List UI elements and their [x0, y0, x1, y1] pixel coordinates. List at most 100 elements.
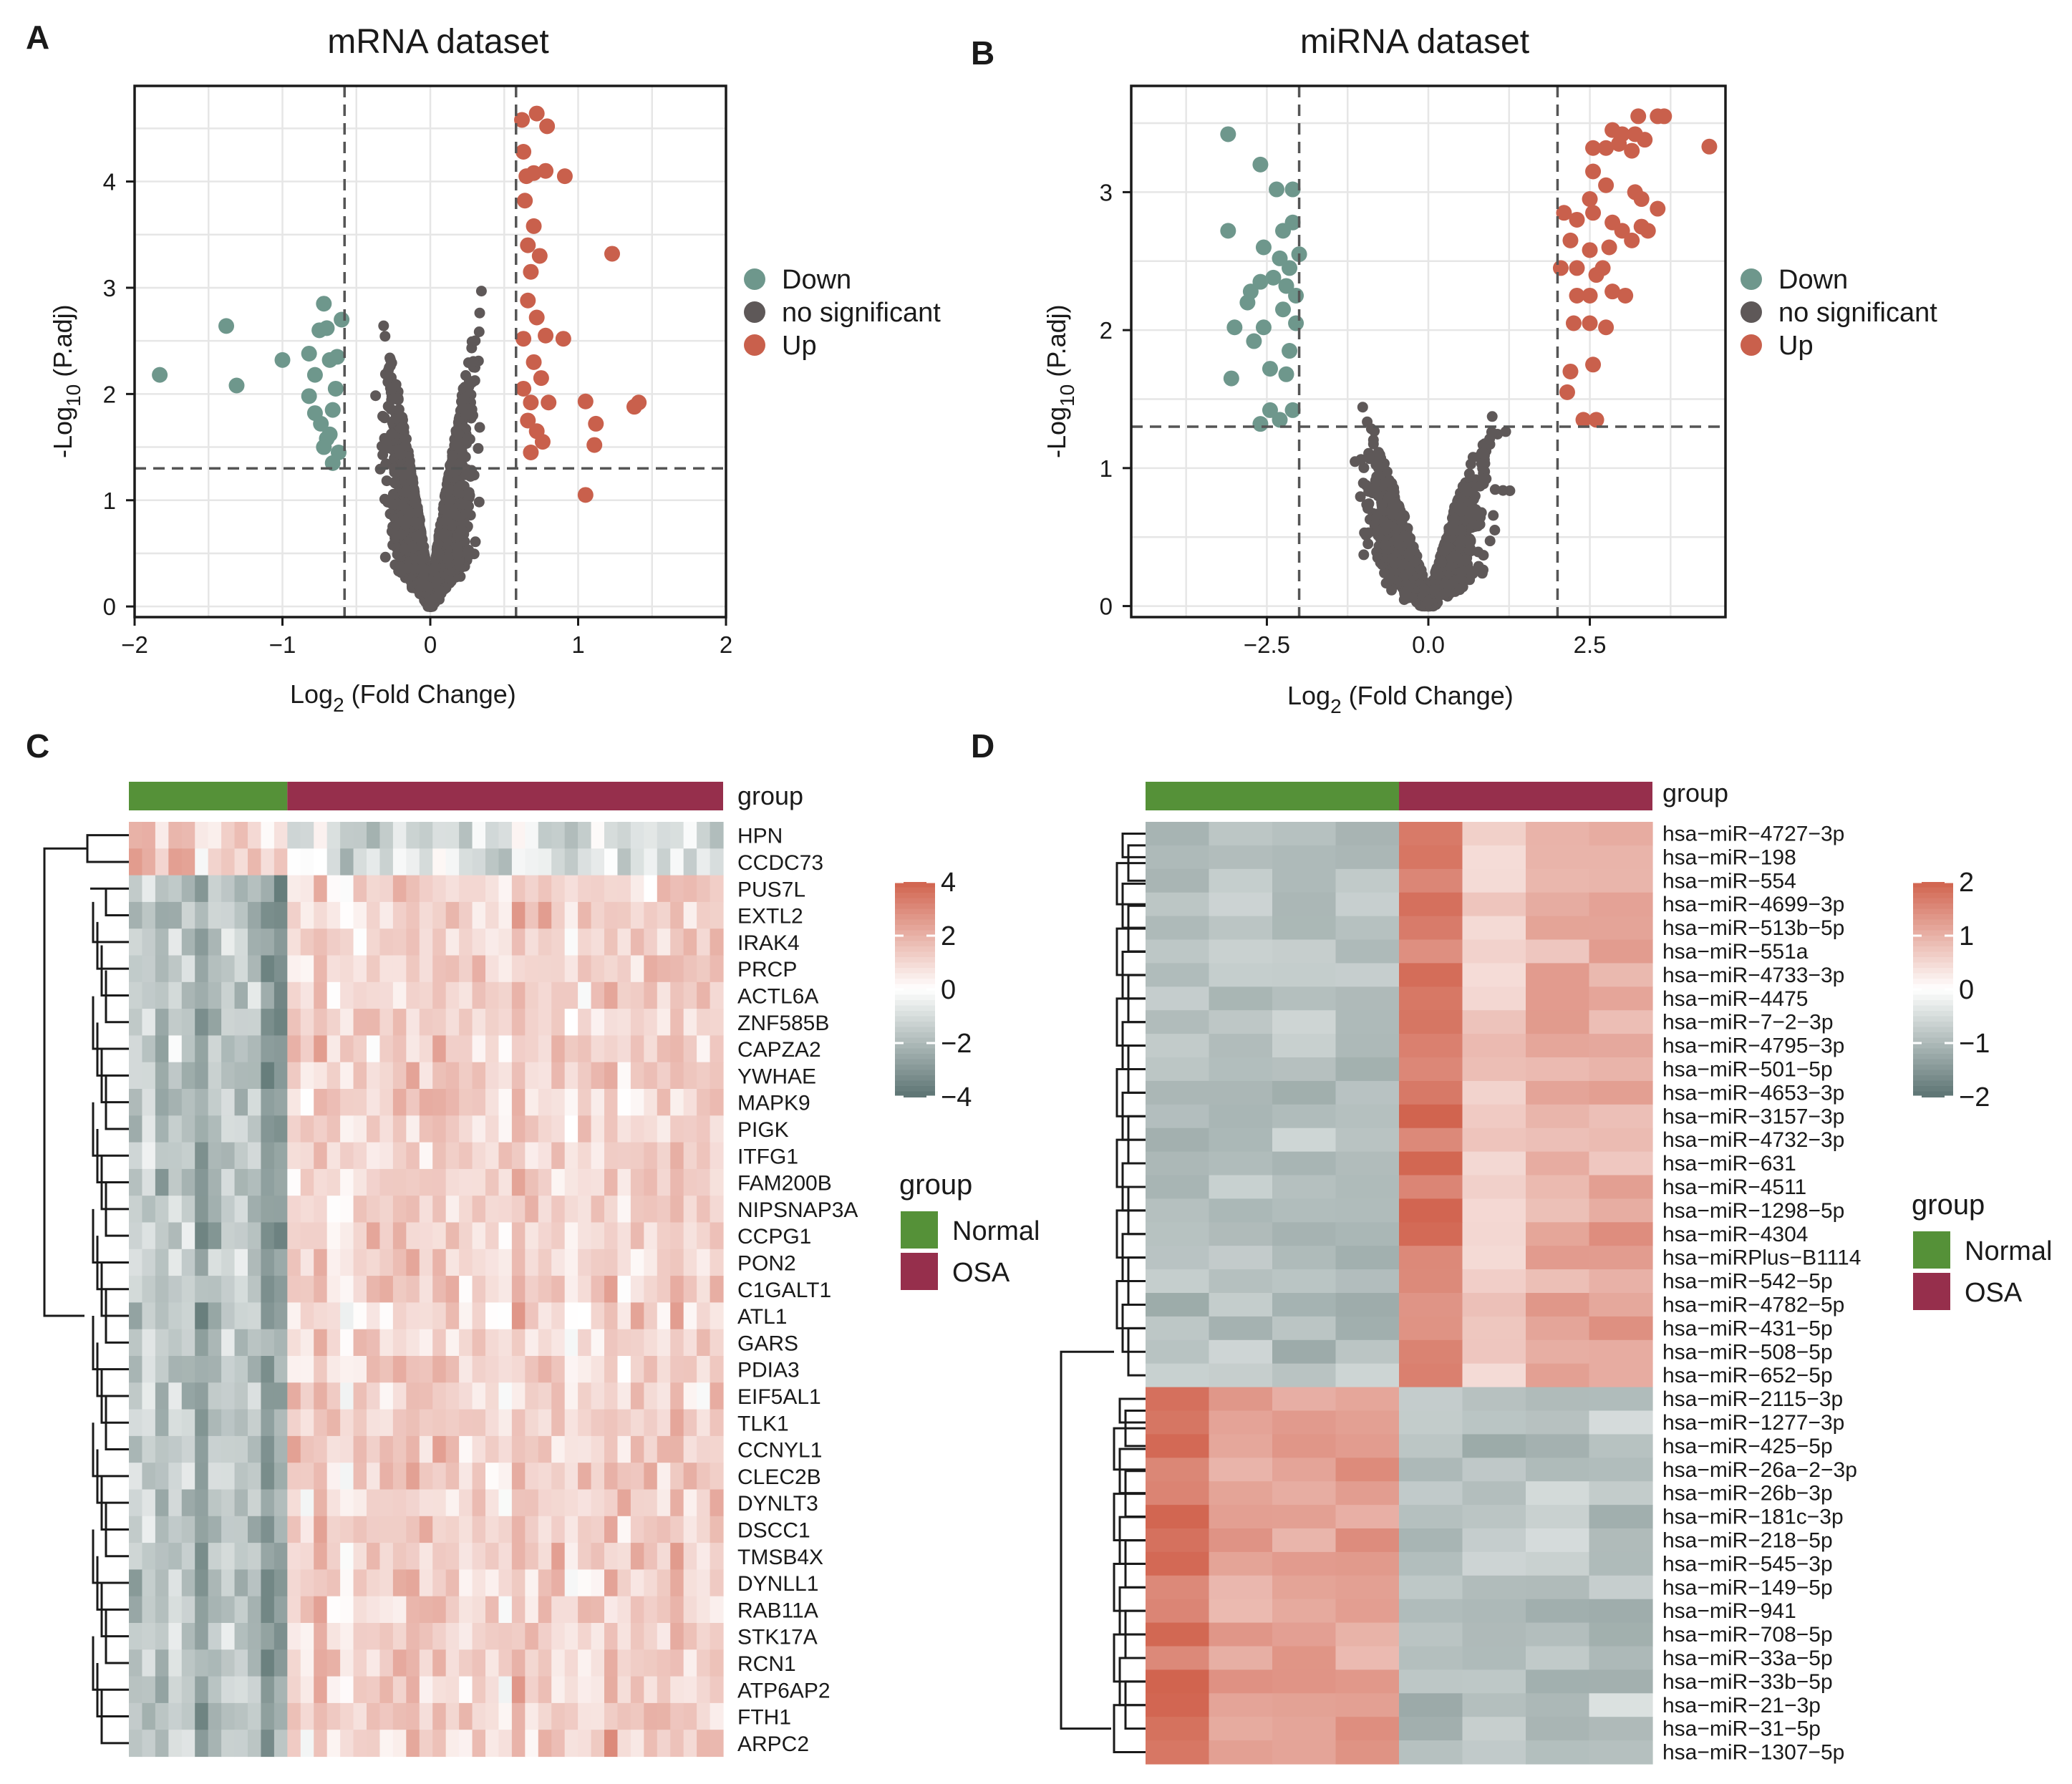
heatmap-cell: [591, 1089, 605, 1116]
heatmap-cell: [578, 1089, 592, 1116]
point-up: [523, 444, 539, 460]
heatmap-cell: [181, 1089, 195, 1116]
heatmap-cell: [485, 1168, 500, 1196]
heatmap-cell: [419, 875, 433, 903]
heatmap-cell: [234, 1196, 248, 1223]
heatmap-cell: [644, 1062, 658, 1090]
point-down: [228, 377, 245, 394]
heatmap-cell: [208, 848, 222, 876]
heatmap-cell: [697, 1168, 711, 1196]
heatmap-cell: [710, 1142, 724, 1170]
heatmap-cell: [617, 929, 631, 956]
heatmap-cell: [379, 1196, 394, 1223]
heatmap-cell: [340, 1249, 354, 1276]
x-tick-label: 1: [571, 631, 584, 658]
heatmap-cell: [129, 901, 143, 929]
heatmap-cell: [287, 1035, 301, 1063]
heatmap-cell: [564, 848, 578, 876]
heatmap-cell: [683, 822, 697, 849]
heatmap-cell: [340, 981, 354, 1009]
heatmap-cell: [617, 1196, 631, 1223]
heatmap-cell: [129, 875, 143, 903]
heatmap-cell: [142, 1249, 156, 1276]
heatmap-cell: [195, 822, 209, 849]
heatmap-cell: [657, 1168, 671, 1196]
heatmap-cell: [525, 822, 539, 849]
heatmap-cell: [353, 848, 367, 876]
heatmap-cell: [511, 1035, 526, 1063]
heatmap-cell: [353, 1142, 367, 1170]
heatmap-cell: [710, 848, 724, 876]
heatmap-cell: [287, 1009, 301, 1036]
heatmap-cell: [617, 875, 631, 903]
heatmap-cell: [591, 1142, 605, 1170]
point-down: [1246, 333, 1262, 349]
heatmap-cell: [578, 1035, 592, 1063]
point-down: [1220, 126, 1236, 142]
heatmap-cell: [459, 929, 473, 956]
heatmap-cell: [485, 1089, 500, 1116]
heatmap-cell: [392, 1196, 407, 1223]
heatmap-cell: [419, 1196, 433, 1223]
heatmap-cell: [326, 848, 341, 876]
point-down: [1252, 416, 1269, 432]
point-down: [306, 367, 323, 383]
heatmap-cell: [392, 1222, 407, 1250]
x-tick-label: 0.0: [1412, 631, 1445, 658]
heatmap-cell: [630, 875, 644, 903]
heatmap-cell: [459, 955, 473, 983]
point-up: [523, 263, 539, 280]
heatmap-cell: [630, 929, 644, 956]
point-down: [1252, 156, 1269, 173]
point-ns: [1383, 476, 1395, 488]
heatmap-cell: [445, 1222, 460, 1250]
heatmap-cell: [392, 875, 407, 903]
heatmap-cell: [406, 929, 420, 956]
heatmap-cell: [314, 1249, 328, 1276]
point-up: [541, 394, 557, 411]
heatmap-cell: [644, 822, 658, 849]
point-ns: [404, 508, 415, 519]
heatmap-cell: [326, 981, 341, 1009]
heatmap-cell: [564, 1222, 578, 1250]
heatmap-cell: [406, 848, 420, 876]
heatmap-cell: [379, 1009, 394, 1036]
panel-label-c: C: [26, 727, 49, 765]
point-up: [515, 144, 532, 160]
heatmap-cell: [472, 1115, 486, 1143]
point-ns: [463, 381, 475, 392]
point-up: [1562, 232, 1579, 248]
y-tick-label: 1: [103, 488, 116, 514]
heatmap-cell: [432, 1168, 447, 1196]
point-ns: [1476, 458, 1487, 470]
heatmap-cell: [273, 1249, 288, 1276]
heatmap-cell: [234, 1062, 248, 1090]
heatmap-cell: [670, 1089, 684, 1116]
point-up: [1630, 108, 1647, 125]
heatmap-cell: [644, 1009, 658, 1036]
heatmap-cell: [379, 1222, 394, 1250]
heatmap-cell: [419, 1089, 433, 1116]
point-ns: [1484, 535, 1496, 547]
heatmap-cell: [498, 848, 513, 876]
y-tick-label: 3: [1100, 179, 1113, 205]
point-ns: [392, 394, 403, 405]
heatmap-cell: [551, 1196, 566, 1223]
heatmap-cell: [657, 1142, 671, 1170]
heatmap-cell: [578, 1168, 592, 1196]
heatmap-cell: [195, 848, 209, 876]
chart-title: mRNA dataset: [327, 23, 548, 61]
point-down: [1262, 361, 1278, 377]
heatmap-cell: [459, 1142, 473, 1170]
heatmap-cell: [564, 981, 578, 1009]
heatmap-cell: [221, 875, 236, 903]
heatmap-cell: [670, 901, 684, 929]
heatmap-cell: [234, 955, 248, 983]
heatmap-cell: [340, 955, 354, 983]
heatmap-cell: [142, 1196, 156, 1223]
point-ns: [1478, 564, 1488, 576]
heatmap-cell: [353, 1009, 367, 1036]
heatmap-cell: [168, 955, 183, 983]
point-down: [1223, 370, 1239, 387]
